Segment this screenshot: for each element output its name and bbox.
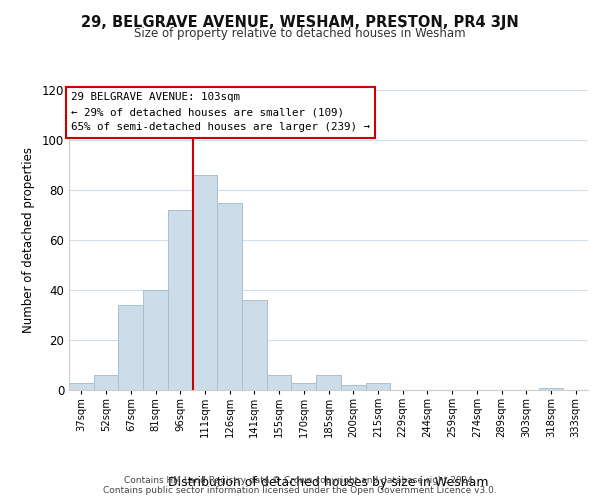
Bar [267, 375, 292, 390]
X-axis label: Distribution of detached houses by size in Wesham: Distribution of detached houses by size … [168, 476, 489, 489]
Bar [94, 375, 118, 390]
Text: Contains public sector information licensed under the Open Government Licence v3: Contains public sector information licen… [103, 486, 497, 495]
Bar [316, 375, 341, 390]
Text: Contains HM Land Registry data © Crown copyright and database right 2024.: Contains HM Land Registry data © Crown c… [124, 476, 476, 485]
Text: 29 BELGRAVE AVENUE: 103sqm
← 29% of detached houses are smaller (109)
65% of sem: 29 BELGRAVE AVENUE: 103sqm ← 29% of deta… [71, 92, 370, 132]
Bar [539, 388, 563, 390]
Text: 29, BELGRAVE AVENUE, WESHAM, PRESTON, PR4 3JN: 29, BELGRAVE AVENUE, WESHAM, PRESTON, PR… [81, 15, 519, 30]
Bar [217, 202, 242, 390]
Y-axis label: Number of detached properties: Number of detached properties [22, 147, 35, 333]
Bar [365, 382, 390, 390]
Bar [143, 290, 168, 390]
Bar [341, 385, 365, 390]
Bar [193, 175, 217, 390]
Bar [292, 382, 316, 390]
Bar [242, 300, 267, 390]
Bar [118, 305, 143, 390]
Bar [69, 382, 94, 390]
Bar [168, 210, 193, 390]
Text: Size of property relative to detached houses in Wesham: Size of property relative to detached ho… [134, 28, 466, 40]
